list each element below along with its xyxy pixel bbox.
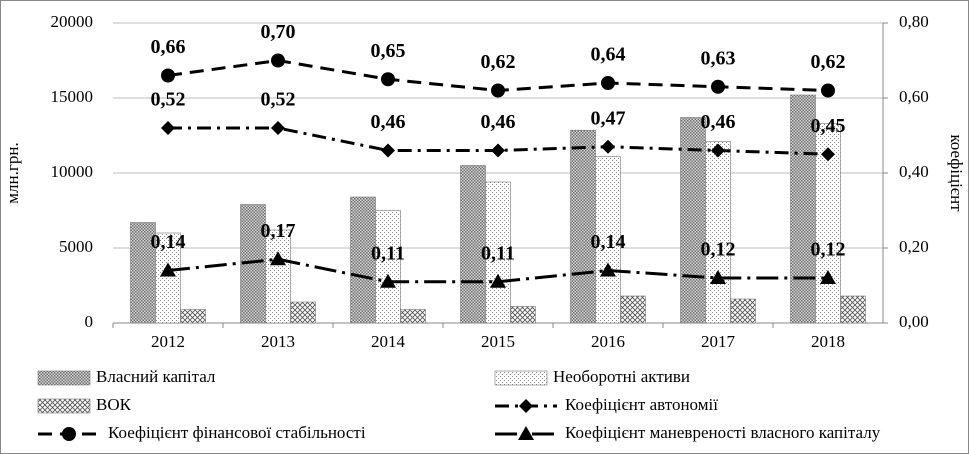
marker: [271, 53, 285, 68]
legend-swatch: [494, 370, 548, 386]
marker: [821, 83, 835, 98]
value-label: 0,66: [151, 36, 186, 58]
value-label: 0,46: [701, 111, 736, 133]
y2-tick-label: 0,60: [899, 87, 929, 106]
marker: [601, 139, 615, 154]
y2-tick-label: 0,20: [899, 237, 929, 256]
y-tick-label: 20000: [51, 12, 94, 31]
bar: [400, 309, 426, 324]
value-label: 0,62: [811, 51, 846, 73]
value-label: 0,62: [481, 51, 516, 73]
marker: [821, 147, 835, 162]
legend-label: Необоротні активи: [553, 367, 690, 386]
value-label: 0,45: [811, 115, 846, 137]
legend-marker: [518, 426, 534, 440]
bar: [485, 181, 511, 324]
legend-label: Коефіцієнт маневреності власного капітал…: [565, 423, 881, 442]
x-tick-label: 2017: [701, 332, 736, 351]
value-label: 0,63: [701, 47, 736, 69]
x-tick-label: 2014: [371, 332, 406, 351]
marker: [601, 76, 615, 90]
x-tick-label: 2018: [811, 332, 845, 351]
value-label: 0,14: [591, 231, 626, 253]
value-label: 0,12: [701, 239, 736, 261]
bar: [840, 295, 866, 324]
x-tick-label: 2013: [261, 332, 295, 351]
value-label: 0,47: [591, 107, 626, 129]
marker: [381, 143, 395, 158]
value-label: 0,65: [371, 40, 406, 62]
value-label: 0,46: [371, 111, 406, 133]
legend-marker: [519, 399, 533, 413]
y-tick-label: 10000: [51, 162, 94, 181]
bar: [790, 94, 816, 324]
legend-marker: [62, 427, 76, 441]
legend-label: ВОК: [96, 395, 132, 414]
x-tick-label: 2016: [591, 332, 625, 351]
x-tick-label: 2012: [151, 332, 185, 351]
value-label: 0,12: [811, 239, 846, 261]
marker: [381, 72, 395, 87]
marker: [161, 121, 175, 135]
marker: [710, 270, 726, 284]
value-label: 0,14: [151, 231, 186, 253]
marker: [491, 143, 505, 158]
bar: [595, 156, 621, 324]
bar: [620, 295, 646, 324]
marker: [600, 262, 616, 277]
value-label: 0,46: [481, 111, 516, 133]
value-label: 0,11: [371, 242, 405, 264]
value-label: 0,17: [261, 220, 296, 242]
marker: [820, 270, 836, 284]
bar: [510, 306, 536, 324]
marker: [161, 68, 175, 83]
marker: [271, 121, 285, 135]
bar: [155, 232, 181, 324]
marker: [380, 273, 396, 288]
marker: [711, 143, 725, 158]
marker: [490, 273, 506, 288]
bar: [130, 222, 156, 324]
bar: [180, 309, 206, 324]
legend-label: Коефіцієнт автономії: [565, 395, 718, 414]
y-tick-label: 5000: [59, 237, 93, 256]
value-label: 0,64: [591, 44, 626, 66]
legend-swatch: [37, 398, 91, 414]
bar: [375, 210, 401, 324]
legend-item: ВОК: [37, 395, 132, 414]
y2-tick-label: 0,00: [899, 312, 929, 331]
marker: [270, 251, 286, 266]
legend-swatch: [37, 370, 91, 386]
y2-tick-label: 0,40: [899, 162, 929, 181]
bar: [705, 141, 731, 324]
legend-label: Коефіцієнт фінансової стабільності: [108, 423, 366, 442]
marker: [711, 79, 725, 94]
bar: [680, 117, 706, 324]
y2-tick-label: 0,80: [899, 12, 929, 31]
y-tick-label: 15000: [51, 87, 94, 106]
bar: [350, 196, 376, 324]
bar: [460, 165, 486, 324]
bar: [290, 301, 316, 324]
y-axis-label: млн.грн.: [3, 142, 22, 203]
bar: [730, 298, 756, 324]
y-tick-label: 0: [85, 312, 94, 331]
value-label: 0,11: [481, 242, 515, 264]
legend-label: Власний капітал: [96, 367, 216, 386]
bar: [265, 229, 291, 324]
value-label: 0,70: [261, 21, 296, 43]
legend-item: Власний капітал: [37, 367, 216, 386]
bar: [570, 129, 596, 324]
value-label: 0,52: [261, 89, 296, 111]
marker: [160, 262, 176, 277]
x-tick-label: 2015: [481, 332, 515, 351]
value-label: 0,52: [151, 89, 186, 111]
y2-axis-label: коефіцієнт: [947, 134, 966, 212]
legend-item: Необоротні активи: [494, 367, 690, 386]
marker: [491, 83, 505, 98]
